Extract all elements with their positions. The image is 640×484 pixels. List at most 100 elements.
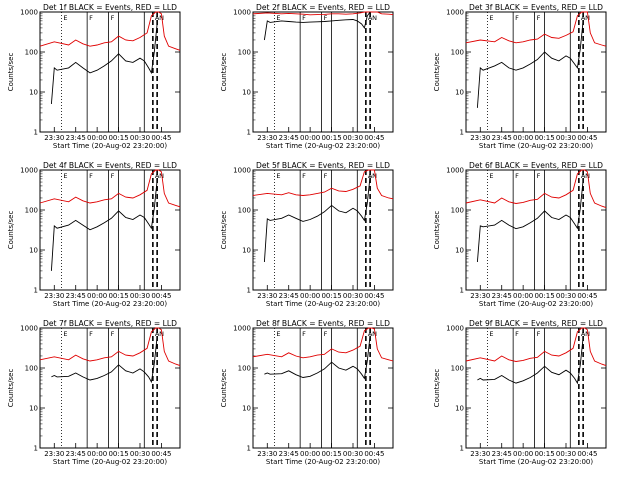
x-tick-label: 23:30 xyxy=(44,292,64,300)
top-marker-label: F xyxy=(111,330,115,338)
y-tick-label: 1000 xyxy=(233,9,251,17)
y-axis-label: Counts/sec xyxy=(7,369,15,408)
top-marker-label: E xyxy=(489,14,493,22)
series-line-red xyxy=(39,11,181,51)
top-marker-label: E xyxy=(489,172,493,180)
series-line-black xyxy=(263,176,371,263)
x-tick-label: 23:30 xyxy=(257,292,277,300)
x-tick-label: 00:15 xyxy=(534,292,554,300)
top-marker-label: F xyxy=(537,330,541,338)
top-marker-label: F xyxy=(111,14,115,22)
series-line-black xyxy=(51,336,158,384)
y-tick-label: 100 xyxy=(451,207,464,215)
x-tick-label: 00:00 xyxy=(513,134,533,142)
x-tick-label: 00:30 xyxy=(130,450,150,458)
top-marker-label: E xyxy=(276,330,280,338)
x-tick-label: 00:45 xyxy=(364,134,384,142)
y-tick-label: 10 xyxy=(242,405,251,413)
y-tick-label: 1 xyxy=(460,287,464,295)
x-tick-label: 23:45 xyxy=(279,134,299,142)
top-marker-label: E xyxy=(489,330,493,338)
series-line-red xyxy=(252,169,394,200)
y-tick-label: 10 xyxy=(242,247,251,255)
top-marker-label: F xyxy=(324,14,328,22)
top-marker-label: E xyxy=(276,172,280,180)
y-axis-label: Counts/sec xyxy=(7,53,15,92)
x-tick-label: 23:30 xyxy=(470,450,490,458)
top-marker-label: A xyxy=(155,14,160,22)
top-marker-label: E xyxy=(63,14,67,22)
panel-det-5: Det 5f BLACK = Events, RED = LLD 1 10 100 10… xyxy=(220,161,394,308)
x-tick-label: 00:45 xyxy=(577,134,597,142)
x-tick-label: 00:00 xyxy=(513,292,533,300)
top-marker-label: A xyxy=(368,14,373,22)
panel-det-4: Det 4f BLACK = Events, RED = LLD 1 10 100 10… xyxy=(7,161,181,308)
top-marker-label: F xyxy=(515,330,519,338)
x-tick-label: 23:30 xyxy=(470,292,490,300)
x-axis-label: Start Time (20-Aug-02 23:20:00) xyxy=(266,300,380,308)
top-marker-label: A xyxy=(581,172,586,180)
panel-title: Det 5f BLACK = Events, RED = LLD xyxy=(256,161,390,170)
plot-frame xyxy=(465,327,607,449)
x-tick-label: 23:45 xyxy=(66,450,86,458)
x-tick-label: 00:30 xyxy=(556,292,576,300)
panel-det-2: Det 2f BLACK = Events, RED = LLD 1 10 100 10… xyxy=(220,3,394,150)
top-marker-label: A xyxy=(368,330,373,338)
top-marker-label: N xyxy=(372,330,377,338)
x-tick-label: 23:45 xyxy=(66,134,86,142)
x-axis-label: Start Time (20-Aug-02 23:20:00) xyxy=(479,458,593,466)
top-marker-label: E xyxy=(63,330,67,338)
series-line-red xyxy=(465,327,607,367)
y-tick-label: 100 xyxy=(25,365,38,373)
series-line-red xyxy=(465,169,607,209)
plot-frame xyxy=(39,169,181,291)
y-axis-label: Counts/sec xyxy=(7,211,15,250)
series-line-red xyxy=(252,327,394,362)
series-line-black xyxy=(476,180,584,263)
x-tick-label: 23:30 xyxy=(44,450,64,458)
series-line-black xyxy=(50,23,158,105)
x-tick-label: 00:30 xyxy=(556,450,576,458)
x-axis-label: Start Time (20-Aug-02 23:20:00) xyxy=(53,142,167,150)
x-tick-label: 00:15 xyxy=(534,450,554,458)
top-marker-label: F xyxy=(515,172,519,180)
x-tick-label: 00:00 xyxy=(513,450,533,458)
panel-title: Det 7f BLACK = Events, RED = LLD xyxy=(43,319,177,328)
top-marker-label: F xyxy=(89,172,93,180)
series-line-black xyxy=(477,337,584,385)
x-tick-label: 00:45 xyxy=(151,450,171,458)
y-axis-label: Counts/sec xyxy=(220,53,228,92)
plot-frame xyxy=(39,327,181,449)
x-tick-label: 00:30 xyxy=(556,134,576,142)
y-tick-label: 10 xyxy=(455,405,464,413)
y-tick-label: 100 xyxy=(451,49,464,57)
x-tick-label: 00:30 xyxy=(343,134,363,142)
top-marker-label: F xyxy=(89,330,93,338)
top-marker-label: A xyxy=(368,172,373,180)
panel-title: Det 9f BLACK = Events, RED = LLD xyxy=(469,319,603,328)
y-tick-label: 1000 xyxy=(233,325,251,333)
x-axis-label: Start Time (20-Aug-02 23:20:00) xyxy=(266,458,380,466)
x-tick-label: 23:45 xyxy=(66,292,86,300)
y-axis-label: Counts/sec xyxy=(433,369,441,408)
x-tick-label: 00:45 xyxy=(577,292,597,300)
panel-title: Det 1f BLACK = Events, RED = LLD xyxy=(43,3,177,12)
y-tick-label: 1 xyxy=(34,129,38,137)
top-marker-label: N xyxy=(372,14,377,22)
top-marker-label: F xyxy=(302,14,306,22)
plot-frame xyxy=(252,327,394,449)
x-tick-label: 00:30 xyxy=(130,134,150,142)
x-axis-label: Start Time (20-Aug-02 23:20:00) xyxy=(479,142,593,150)
y-tick-label: 10 xyxy=(455,247,464,255)
x-tick-label: 00:00 xyxy=(87,292,107,300)
x-tick-label: 00:00 xyxy=(300,450,320,458)
panel-title: Det 3f BLACK = Events, RED = LLD xyxy=(469,3,603,12)
y-tick-label: 1000 xyxy=(446,9,464,17)
y-tick-label: 10 xyxy=(455,89,464,97)
x-tick-label: 00:00 xyxy=(300,292,320,300)
x-tick-label: 00:00 xyxy=(87,134,107,142)
y-tick-label: 1 xyxy=(460,445,464,453)
x-tick-label: 00:15 xyxy=(321,134,341,142)
y-tick-label: 100 xyxy=(25,49,38,57)
